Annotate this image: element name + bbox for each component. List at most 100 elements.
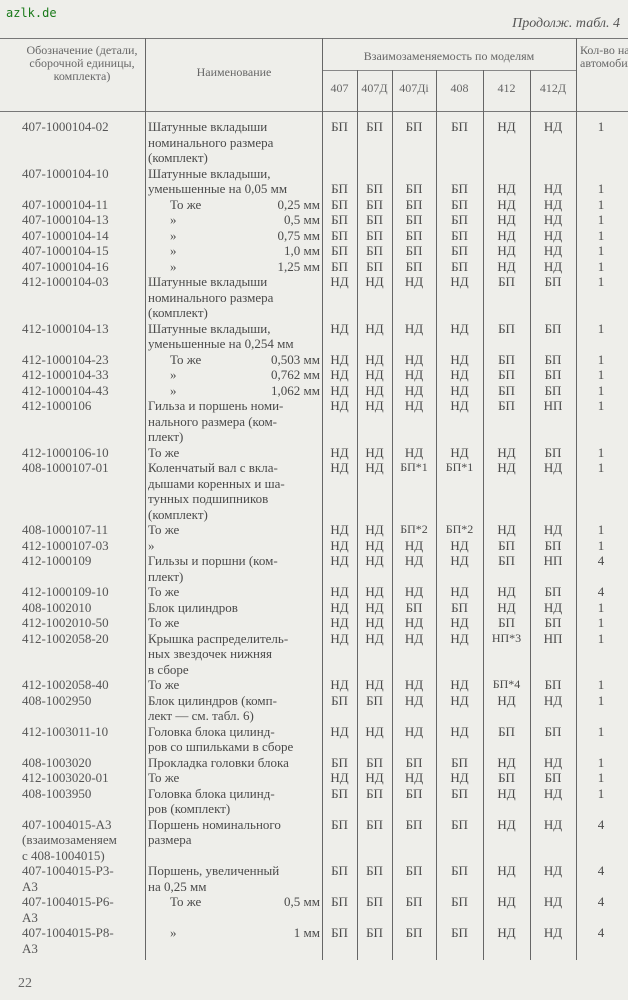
part-code-line: 412-1000107-03 xyxy=(22,537,109,553)
part-code-line: 407-1000104-02 xyxy=(22,119,109,134)
part-code: 408-1003950 xyxy=(22,786,146,802)
interchange-value-408: БП*2 xyxy=(445,522,474,536)
column-rule xyxy=(436,70,437,960)
part-name-line: Шатунные вкладыши, xyxy=(148,165,271,181)
part-name-line: Блок цилиндров (комп- xyxy=(148,692,277,708)
part-name-line: Шатунные вкладыши, xyxy=(148,320,271,336)
interchange-value-407Дi: НД xyxy=(404,382,424,398)
interchange-value-408: НД xyxy=(450,553,469,568)
table-row: 412-1000104-23 То же 0,503 мм НД НД НД НД БП БП 1 xyxy=(0,352,628,368)
interchange-value-407Д: НД xyxy=(365,615,384,630)
part-name: То же 0,25 мм xyxy=(148,197,320,213)
part-name: Шатунные вкладыши, уменьшенные на 0,254 м… xyxy=(148,321,320,352)
part-name: То же xyxy=(148,584,320,600)
header-interchange: Взаимозаменяемость по моделям xyxy=(363,49,535,63)
interchange-value-407: НД xyxy=(330,351,349,367)
part-name-line: » xyxy=(170,367,177,382)
part-code: 412-1002058-20 xyxy=(22,631,146,647)
interchange-value-407: НД xyxy=(330,537,349,553)
part-code-line: с 408-1004015) xyxy=(22,847,105,863)
table-row: 407-1000104-15 » 1,0 мм БП БП БП БП НД НД 1 xyxy=(0,243,628,259)
table-row: 407-1004015-Р8- А3 » 1 мм БП БП БП БП НД НД 4 xyxy=(0,925,628,956)
interchange-value-407Д: БП xyxy=(366,894,383,909)
interchange-value-407Д: НД xyxy=(365,367,384,382)
part-name-line: Блок цилиндров xyxy=(148,599,238,615)
table-body: 407-1000104-02 Шатунные вкладыши номинальн… xyxy=(0,119,628,956)
interchange-value-412Д: НД xyxy=(543,863,563,878)
interchange-value-412Д: НД xyxy=(543,258,563,274)
interchange-value-407: БП xyxy=(331,692,348,708)
interchange-value-412: НД xyxy=(497,584,516,599)
header-model: 408 xyxy=(450,81,469,95)
interchange-value-407: БП xyxy=(331,212,348,227)
interchange-value-407Дi: БП*2 xyxy=(400,522,428,536)
part-name: То же xyxy=(148,677,320,693)
part-name-line: Прокладка головки блока xyxy=(148,754,289,770)
table-row: 407-1004015-Р3- А3 Поршень, увеличенный на … xyxy=(0,863,628,894)
interchange-value-407: БП xyxy=(331,243,348,258)
part-code: 412-1002058-40 xyxy=(22,677,146,693)
part-name-line: » xyxy=(148,537,155,553)
quantity: 1 xyxy=(597,754,605,770)
interchange-value-408: НД xyxy=(450,692,469,708)
interchange-value-408: БП xyxy=(451,258,468,274)
interchange-value-408: БП xyxy=(451,181,468,196)
interchange-value-407Дi: БП xyxy=(405,243,423,258)
interchange-value-407Дi: БП xyxy=(405,754,423,770)
part-name-line: » xyxy=(170,243,177,258)
table-row: 412-1000106 Гильза и поршень номи-нальног… xyxy=(0,398,628,445)
column-rule xyxy=(576,38,577,960)
interchange-value-407Д: НД xyxy=(365,382,384,398)
part-code-line: 407-1000104-11 xyxy=(22,196,109,212)
interchange-value-408: БП xyxy=(451,816,468,832)
interchange-value-407Дi: БП xyxy=(405,227,423,243)
part-name-line: тунных подшипников xyxy=(148,491,269,506)
column-rule xyxy=(483,70,484,960)
interchange-value-407: НД xyxy=(330,382,349,398)
part-name-line: Шатунные вкладыши xyxy=(148,274,268,289)
part-code-line: 412-1000106 xyxy=(22,398,92,413)
interchange-value-407: БП xyxy=(331,196,348,212)
column-rule xyxy=(357,70,358,960)
size-value: 0,762 мм xyxy=(271,367,320,382)
interchange-value-407Дi: НД xyxy=(404,770,424,785)
interchange-value-408: НД xyxy=(450,537,469,553)
interchange-value-408: БП xyxy=(451,894,468,909)
interchange-value-412Д: БП xyxy=(544,351,562,367)
interchange-value-412Д: НД xyxy=(543,196,563,212)
part-code: 412-1000109-10 xyxy=(22,584,146,600)
interchange-value-407Д: НД xyxy=(365,398,384,413)
interchange-value-407: НД xyxy=(330,599,349,615)
quantity: 1 xyxy=(597,398,605,413)
part-name: » xyxy=(148,538,320,554)
part-name-line: Шатунные вкладыши xyxy=(148,119,268,134)
interchange-value-412Д: БП xyxy=(544,723,562,739)
quantity: 4 xyxy=(597,553,605,568)
part-name-line: Поршень номинального xyxy=(148,816,281,832)
size-value: 0,503 мм xyxy=(271,351,320,367)
part-code: 412-1000109 xyxy=(22,553,146,569)
interchange-value-408: НД xyxy=(450,584,469,599)
part-name: Гильза и поршень номи-нального размера (… xyxy=(148,398,320,445)
interchange-value-407Д: НД xyxy=(365,522,384,537)
part-name: Прокладка головки блока xyxy=(148,755,320,771)
part-code-line: 407-1000104-10 xyxy=(22,165,109,181)
part-code: 412-1000104-23 xyxy=(22,352,146,368)
quantity: 1 xyxy=(597,522,605,537)
part-name: Блок цилиндров (комп-лект — см. табл. 6) xyxy=(148,693,320,724)
part-name-line: То же xyxy=(148,677,180,692)
part-code-line: 407-1000104-14 xyxy=(22,227,109,243)
quantity: 1 xyxy=(597,630,605,646)
interchange-value-407Дi: БП*1 xyxy=(400,460,428,474)
interchange-value-407: НД xyxy=(330,630,349,646)
part-code-line: 412-1000104-43 xyxy=(22,382,109,398)
part-code-line: 412-1000104-13 xyxy=(22,320,109,336)
table-row: 412-1000107-03 » НД НД НД НД БП БП 1 xyxy=(0,538,628,554)
part-name: Головка блока цилинд-ров (комплект) xyxy=(148,786,320,817)
interchange-value-407: БП xyxy=(331,894,348,909)
table-row: 408-1002010 Блок цилиндров НД НД БП БП НД НД 1 xyxy=(0,600,628,616)
part-name-line: на 0,25 мм xyxy=(148,878,207,894)
table-row: 412-1000109-10 То же НД НД НД НД НД БП 4 xyxy=(0,584,628,600)
interchange-value-407Дi: НД xyxy=(404,320,424,336)
part-name-line: нального размера (ком- xyxy=(148,413,278,429)
